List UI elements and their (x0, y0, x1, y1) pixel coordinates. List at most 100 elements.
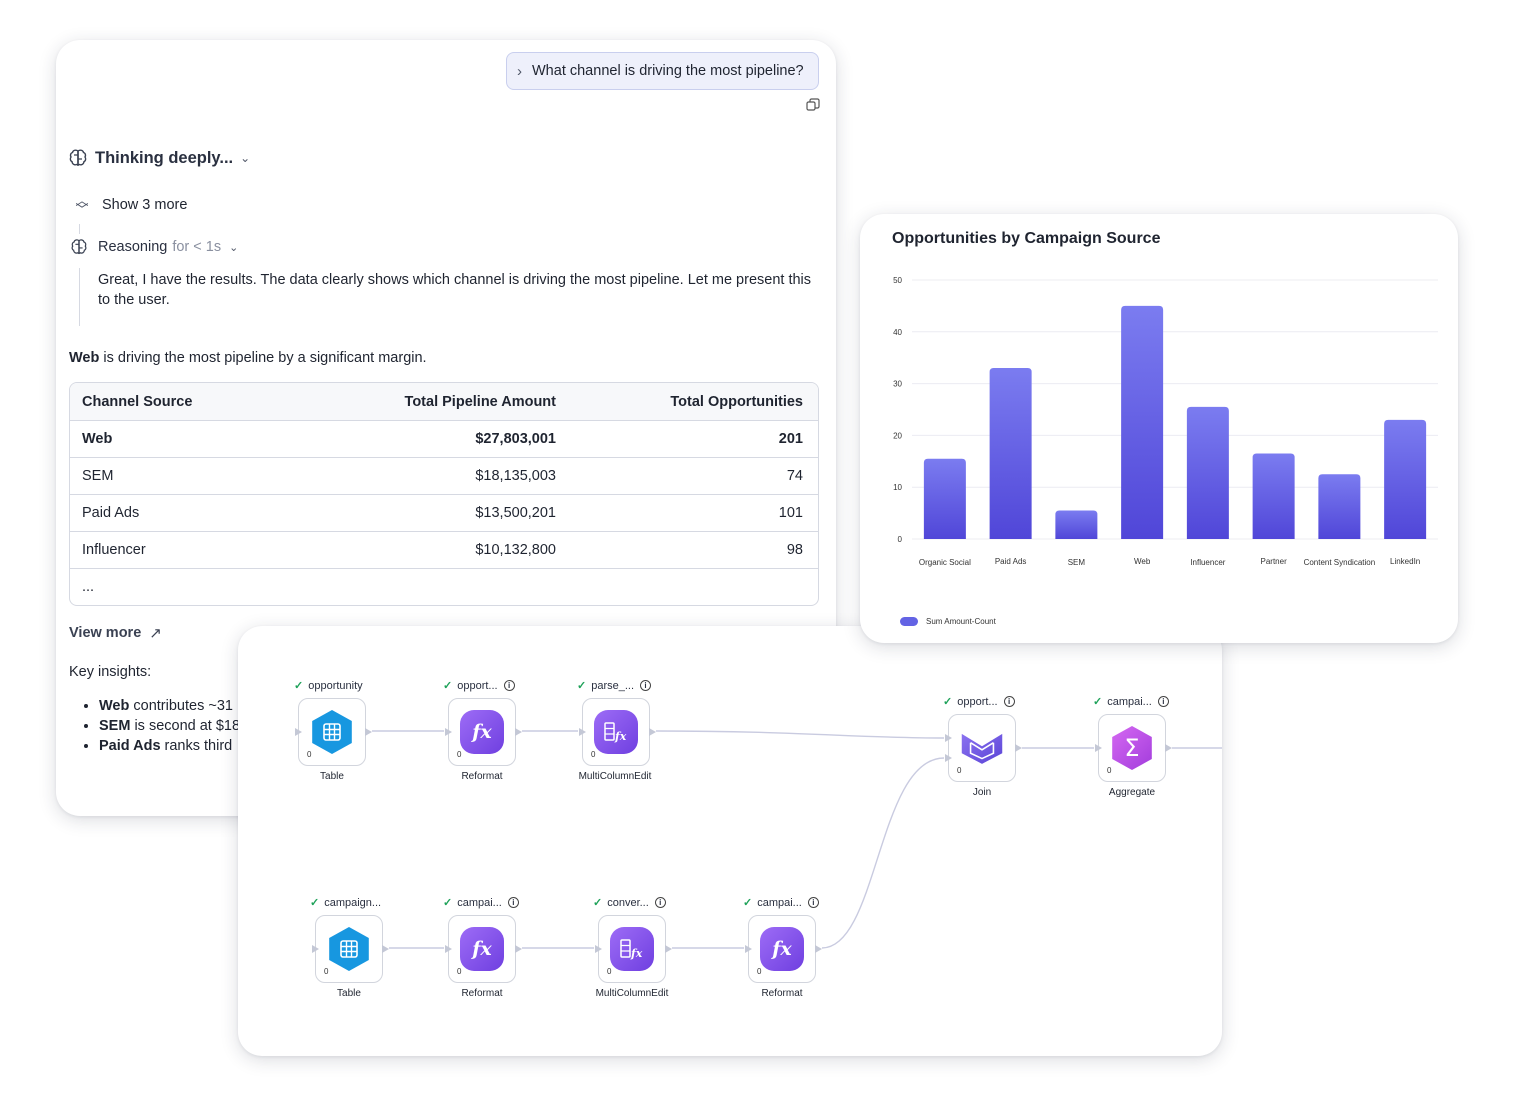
info-icon[interactable]: i (1003, 696, 1015, 707)
output-port[interactable] (365, 728, 372, 736)
node-type-label: Table (337, 988, 361, 999)
table-header-row: Channel Source Total Pipeline Amount Tot… (70, 383, 818, 420)
svg-text:fx: fx (630, 947, 643, 960)
input-port[interactable] (945, 734, 952, 742)
node-count: 0 (457, 750, 462, 759)
info-icon[interactable]: i (503, 680, 515, 691)
results-table: Channel Source Total Pipeline Amount Tot… (69, 382, 819, 606)
output-port[interactable] (1165, 744, 1172, 752)
input-port[interactable] (295, 728, 302, 736)
reasoning-text: Great, I have the results. The data clea… (98, 272, 812, 308)
output-port[interactable] (515, 945, 522, 953)
input-port[interactable] (445, 728, 452, 736)
pipeline-canvas[interactable]: ✓ opportunity 0 Table ✓ opport... i fx 0 Re… (238, 626, 1222, 1056)
pipeline-node-table[interactable]: 0 (295, 698, 372, 766)
node-title: ✓ conver... i (593, 896, 666, 909)
check-icon: ✓ (294, 680, 304, 692)
input-port[interactable] (745, 945, 752, 953)
node-count: 0 (607, 967, 612, 976)
arrow-up-right-icon: ↗ (149, 625, 162, 642)
pipeline-node-multicolumnedit[interactable]: fx 0 (579, 698, 656, 766)
insight-bold: Paid Ads (99, 738, 161, 754)
node-title: ✓ parse_... i (577, 679, 652, 692)
bar[interactable] (1121, 305, 1164, 539)
chart-panel: Opportunities by Campaign Source 0 10 20 30… (860, 214, 1458, 643)
pipeline-node-join[interactable]: 0 (945, 714, 1022, 782)
info-icon[interactable]: i (1157, 696, 1169, 707)
summary-rest: is driving the most pipeline by a signif… (99, 350, 427, 366)
table-cell: Web (82, 431, 113, 447)
x-tick-label: Web (1134, 557, 1151, 566)
node-count: 0 (757, 967, 762, 976)
info-icon[interactable]: i (807, 897, 819, 908)
legend-label: Sum Amount-Count (926, 617, 996, 626)
x-tick-label: SEM (1068, 558, 1086, 567)
table-icon (312, 710, 352, 754)
expand-icon: ︿ ﹀ (75, 193, 89, 217)
pipeline-node-table[interactable]: 0 (312, 915, 389, 983)
input-port[interactable] (445, 945, 452, 953)
output-port[interactable] (649, 728, 656, 736)
bar[interactable] (1055, 510, 1098, 539)
chevron-right-icon: › (517, 62, 522, 80)
output-port[interactable] (815, 945, 822, 953)
join-icon (960, 726, 1004, 770)
bar[interactable] (923, 458, 966, 539)
view-more-link[interactable]: View more ↗ (69, 624, 162, 642)
bar[interactable] (1252, 453, 1295, 539)
thinking-toggle[interactable]: Thinking deeply... ⌄ (68, 148, 250, 168)
list-item: SEM is second at $18 (99, 716, 240, 736)
node-type-label: Reformat (461, 771, 503, 782)
list-item: Paid Ads ranks third (99, 736, 240, 756)
fx-icon: fx (460, 710, 504, 754)
table-cell: Paid Ads (82, 505, 140, 521)
show-more-button[interactable]: ︿ ﹀ Show 3 more (74, 193, 187, 217)
insights-title: Key insights: (69, 664, 152, 680)
input-port[interactable] (945, 754, 952, 762)
output-port[interactable] (382, 945, 389, 953)
table-cell: SEM (82, 468, 114, 484)
info-icon[interactable]: i (654, 897, 666, 908)
output-port[interactable] (515, 728, 522, 736)
table-cell: $10,132,800 (475, 542, 556, 558)
info-icon[interactable]: i (507, 897, 519, 908)
y-tick-label: 20 (893, 431, 902, 440)
input-port[interactable] (312, 945, 319, 953)
pipeline-node-reformat[interactable]: fx 0 (745, 915, 822, 983)
input-port[interactable] (595, 945, 602, 953)
table-row: Web $27,803,001 201 (70, 420, 818, 457)
bar[interactable] (989, 368, 1032, 539)
table-cell: $13,500,201 (475, 505, 556, 521)
output-port[interactable] (1015, 744, 1022, 752)
node-count: 0 (307, 750, 312, 759)
node-title: ✓ opport... i (943, 695, 1015, 708)
node-title: ✓ campaign... (310, 896, 381, 910)
bar[interactable] (1186, 406, 1229, 539)
output-port[interactable] (665, 945, 672, 953)
node-title-text: opport... (957, 695, 998, 708)
thinking-label: Thinking deeply... (95, 148, 234, 167)
bar[interactable] (1318, 474, 1361, 539)
pipeline-node-aggregate[interactable]: Σ 0 (1095, 714, 1172, 782)
x-tick-label: Influencer (1190, 558, 1225, 567)
bar-chart: 0 10 20 30 40 50 Organic Social Paid Ads SEM Web I… (893, 276, 1438, 567)
node-type-label: MultiColumnEdit (578, 771, 652, 782)
table-header-cell: Total Opportunities (670, 393, 803, 410)
node-type-label: Table (320, 771, 344, 782)
table-cell: 74 (786, 468, 803, 484)
info-icon[interactable]: i (640, 680, 652, 691)
check-icon: ✓ (443, 897, 453, 909)
reasoning-toggle[interactable]: Reasoning for < 1s ⌄ (70, 238, 238, 256)
pipeline-node-reformat[interactable]: fx 0 (445, 698, 522, 766)
copy-icon[interactable] (806, 98, 820, 112)
node-title: ✓ campai... i (443, 896, 519, 909)
pipeline-node-multicolumnedit[interactable]: fx 0 (595, 915, 672, 983)
pipeline-node-reformat[interactable]: fx 0 (445, 915, 522, 983)
input-port[interactable] (579, 728, 586, 736)
bar[interactable] (1384, 419, 1427, 539)
table-cell: 201 (778, 431, 803, 447)
check-icon: ✓ (943, 696, 953, 708)
input-port[interactable] (1095, 744, 1102, 752)
node-title: ✓ opport... i (443, 679, 515, 692)
user-question-bubble[interactable]: › What channel is driving the most pipel… (506, 52, 819, 90)
